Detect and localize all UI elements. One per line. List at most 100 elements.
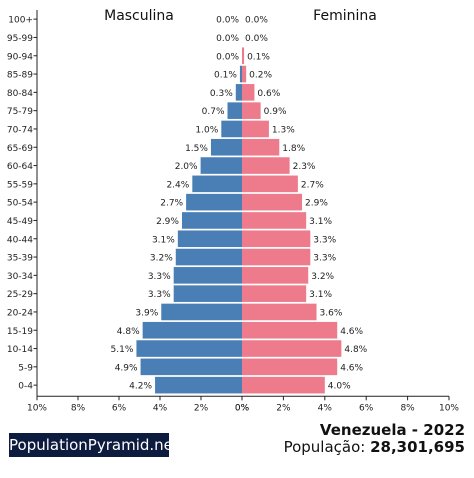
female-value-label: 3.1% xyxy=(309,290,332,300)
male-value-label: 0.0% xyxy=(216,16,239,26)
male-bar xyxy=(227,102,242,119)
age-group-label: 35-39 xyxy=(7,254,33,264)
age-group-label: 80-84 xyxy=(7,89,33,99)
age-group-label: 25-29 xyxy=(7,290,33,300)
female-bar xyxy=(242,193,303,211)
male-value-label: 2.0% xyxy=(175,162,198,172)
age-group-label: 55-59 xyxy=(7,180,33,190)
age-group-label: 70-74 xyxy=(7,125,33,135)
female-value-label: 0.0% xyxy=(245,34,268,44)
age-group-label: 75-79 xyxy=(7,107,33,117)
male-bar xyxy=(186,193,242,211)
female-value-label: 3.3% xyxy=(313,254,336,264)
female-value-label: 2.9% xyxy=(305,199,328,209)
female-bar xyxy=(242,376,325,394)
male-value-label: 3.3% xyxy=(148,290,171,300)
female-bar xyxy=(242,138,280,156)
female-value-label: 3.1% xyxy=(309,217,332,227)
female-value-label: 3.3% xyxy=(313,235,336,245)
female-bar xyxy=(242,285,307,302)
female-value-label: 3.2% xyxy=(311,272,334,282)
population-label: População: xyxy=(283,438,371,456)
female-value-label: 0.1% xyxy=(247,52,270,62)
male-bar xyxy=(175,248,242,266)
age-group-label: 85-89 xyxy=(7,71,33,81)
age-group-label: 65-69 xyxy=(7,144,33,154)
female-bar xyxy=(242,175,298,193)
female-bar xyxy=(242,47,245,65)
female-value-label: 1.3% xyxy=(272,125,295,135)
male-value-label: 0.1% xyxy=(214,71,237,81)
brand-logo[interactable]: PopulationPyramid.net xyxy=(9,433,179,457)
female-value-label: 2.7% xyxy=(301,180,324,190)
x-tick-label-left: 10% xyxy=(27,403,47,413)
female-bar xyxy=(242,340,342,357)
male-value-label: 3.3% xyxy=(148,272,171,282)
male-value-label: 3.9% xyxy=(135,308,158,318)
female-value-label: 3.6% xyxy=(320,308,343,318)
male-bar xyxy=(173,285,242,302)
male-value-label: 0.0% xyxy=(216,34,239,44)
left-title: Masculina xyxy=(104,8,174,24)
male-value-label: 4.9% xyxy=(115,363,138,373)
female-value-label: 0.6% xyxy=(257,89,280,99)
male-bar xyxy=(192,175,242,193)
male-bar xyxy=(210,138,242,156)
female-value-label: 4.0% xyxy=(328,382,351,392)
male-bar xyxy=(173,267,242,284)
age-group-label: 100+ xyxy=(8,16,33,26)
age-group-label: 20-24 xyxy=(7,308,33,318)
male-value-label: 2.7% xyxy=(160,199,183,209)
age-group-label: 0-4 xyxy=(18,382,33,392)
male-bar xyxy=(140,358,242,376)
male-value-label: 4.8% xyxy=(117,327,140,337)
female-bar xyxy=(242,267,309,284)
male-bar xyxy=(155,376,242,394)
age-group-label: 50-54 xyxy=(7,199,33,209)
population-value: 28,301,695 xyxy=(370,438,465,456)
male-value-label: 0.0% xyxy=(216,52,239,62)
female-bar xyxy=(242,212,307,229)
male-bar xyxy=(235,84,242,101)
age-group-label: 5-9 xyxy=(18,363,33,373)
x-tick-label-left: 0% xyxy=(235,403,250,413)
male-bar xyxy=(142,321,242,339)
age-group-label: 90-94 xyxy=(7,52,33,62)
female-bar xyxy=(242,102,261,119)
male-value-label: 1.0% xyxy=(195,125,218,135)
x-tick-label-right: 10% xyxy=(439,403,459,413)
female-bar xyxy=(242,120,269,138)
x-tick-label-right: 0% xyxy=(235,403,250,413)
female-bar xyxy=(242,157,290,174)
male-value-label: 2.4% xyxy=(166,180,189,190)
population-total: População: 28,301,695 xyxy=(284,438,465,456)
female-value-label: 4.6% xyxy=(340,363,363,373)
female-bar xyxy=(242,248,311,266)
male-bar xyxy=(239,65,242,83)
female-value-label: 0.2% xyxy=(249,71,272,81)
male-bar xyxy=(221,120,242,138)
x-tick-label-left: 4% xyxy=(153,403,168,413)
age-group-label: 10-14 xyxy=(7,345,33,355)
age-group-label: 40-44 xyxy=(7,235,33,245)
female-bar xyxy=(242,84,255,101)
male-bar xyxy=(177,230,242,248)
female-value-label: 2.3% xyxy=(293,162,316,172)
male-value-label: 1.5% xyxy=(185,144,208,154)
male-value-label: 5.1% xyxy=(111,345,134,355)
female-value-label: 0.9% xyxy=(264,107,287,117)
age-group-label: 45-49 xyxy=(7,217,33,227)
female-value-label: 1.8% xyxy=(282,144,305,154)
male-value-label: 4.2% xyxy=(129,382,152,392)
x-tick-label-right: 4% xyxy=(318,403,333,413)
male-bar xyxy=(161,303,242,321)
male-value-label: 0.3% xyxy=(210,89,233,99)
male-bar xyxy=(136,340,242,357)
female-bar xyxy=(242,230,311,248)
age-group-label: 15-19 xyxy=(7,327,33,337)
female-bar xyxy=(242,321,338,339)
age-group-label: 95-99 xyxy=(7,34,33,44)
female-value-label: 4.8% xyxy=(344,345,367,355)
age-group-label: 60-64 xyxy=(7,162,33,172)
